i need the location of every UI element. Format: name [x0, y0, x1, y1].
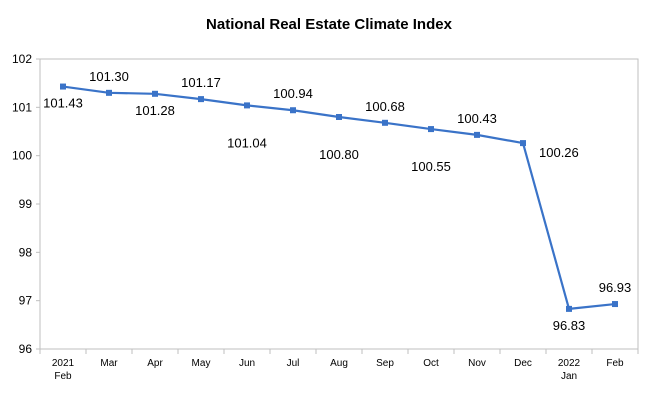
x-tick-label: 2021 [52, 358, 75, 369]
plot-area-frame [39, 58, 639, 350]
data-label: 101.04 [227, 135, 267, 150]
x-tick-sublabel: Feb [54, 371, 72, 382]
data-label: 96.93 [599, 280, 632, 295]
y-tick-label: 100 [12, 149, 32, 163]
data-point [198, 96, 204, 103]
x-tick-label: Mar [100, 358, 118, 369]
x-tick-label: Jun [239, 358, 255, 369]
data-label: 101.30 [89, 69, 129, 84]
data-label: 96.83 [553, 318, 586, 333]
y-tick-label: 102 [12, 52, 32, 66]
x-tick-sublabel: Jan [561, 371, 577, 382]
data-label: 101.17 [181, 75, 221, 90]
x-tick-label: Dec [514, 358, 532, 369]
data-label: 100.80 [319, 147, 359, 162]
data-point [244, 102, 250, 109]
data-point [290, 107, 296, 114]
x-tick-label: Apr [147, 358, 163, 369]
data-label: 100.26 [539, 145, 579, 160]
data-label: 100.43 [457, 111, 497, 126]
y-tick-label: 99 [19, 197, 33, 211]
x-tick-label: Jul [287, 358, 300, 369]
data-label: 101.43 [43, 96, 83, 111]
y-tick-label: 97 [19, 294, 33, 308]
y-tick-label: 98 [19, 245, 33, 259]
data-point [520, 140, 526, 147]
data-point [474, 131, 480, 138]
data-point [428, 126, 434, 133]
data-point [566, 305, 572, 312]
chart-title: National Real Estate Climate Index [206, 16, 452, 33]
data-point [106, 89, 112, 96]
x-tick-label: Feb [606, 358, 624, 369]
x-tick-label: May [192, 358, 211, 369]
x-tick-label: Aug [330, 358, 348, 369]
data-label: 100.68 [365, 99, 405, 114]
y-tick-label: 101 [12, 100, 32, 114]
data-point [336, 114, 342, 120]
x-tick-label: 2022 [558, 358, 581, 369]
data-point [382, 119, 388, 126]
data-point [152, 90, 158, 97]
data-point [612, 301, 618, 308]
x-tick-label: Sep [376, 358, 394, 369]
x-tick-label: Nov [468, 358, 486, 369]
data-label: 100.94 [273, 86, 313, 101]
data-point [60, 83, 66, 90]
x-tick-label: Oct [423, 358, 439, 369]
data-label: 101.28 [135, 103, 175, 118]
y-tick-label: 96 [19, 342, 33, 356]
data-label: 100.55 [411, 159, 451, 174]
